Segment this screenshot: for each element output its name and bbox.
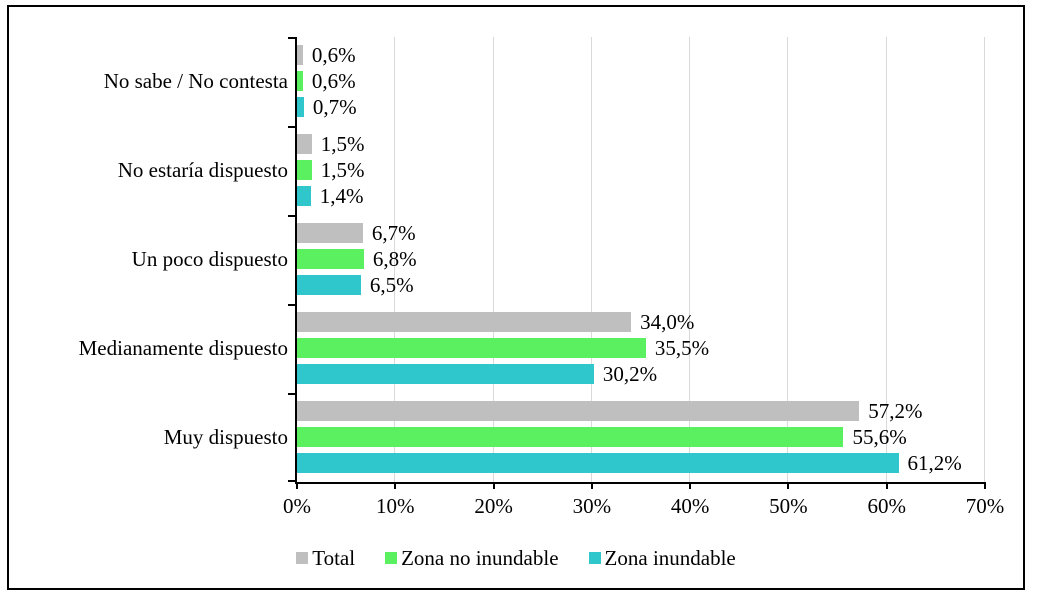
bar-zona-no-inundable: [297, 249, 364, 269]
x-axis-tick-label: 0%: [283, 494, 311, 518]
legend-label: Zona no inundable: [401, 545, 559, 570]
bar-zona-inundable: [297, 97, 304, 117]
gridline: [885, 37, 887, 482]
data-label: 1,4%: [319, 184, 364, 208]
bar-zona-inundable: [297, 364, 594, 384]
x-axis-tick-labels: 0% 10% 20% 30% 40% 50% 60% 70%: [283, 494, 1004, 520]
data-label: 57,2%: [868, 399, 923, 423]
bar-total: [297, 134, 312, 154]
bar-total: [297, 401, 860, 421]
bar-zona-inundable: [297, 186, 311, 206]
data-label: 0,7%: [312, 95, 357, 119]
x-axis-tick-mark: [492, 482, 495, 489]
data-label: 1,5%: [320, 132, 365, 156]
x-axis-tick-label: 60%: [867, 494, 906, 518]
y-axis-tick-mark: [288, 37, 295, 39]
x-axis-tick-mark: [984, 482, 986, 489]
legend-item: Zona no inundable: [385, 545, 559, 571]
bar-group-row: 1,5% 1,5% 1,4%: [297, 126, 985, 215]
data-label: 61,2%: [907, 451, 962, 475]
category-label: No estaría dispuesto: [117, 158, 288, 182]
data-label: 55,6%: [852, 425, 907, 449]
chart-border-frame: No sabe / No contesta No estaría dispuest…: [7, 5, 1025, 590]
category-label: Medianamente dispuesto: [78, 336, 288, 360]
legend-label: Total: [312, 545, 356, 570]
x-axis-tick-mark: [394, 482, 397, 489]
x-axis-tick-mark: [787, 482, 790, 489]
data-label: 30,2%: [602, 362, 658, 386]
bar-zona-no-inundable: [297, 71, 303, 91]
gridline: [689, 37, 691, 482]
bar-zona-inundable: [297, 275, 361, 295]
bar-total: [297, 45, 303, 65]
legend-item: Total: [296, 546, 355, 571]
bar-zona-no-inundable: [297, 338, 646, 358]
data-label: 34,0%: [640, 310, 695, 334]
x-axis-tick-label: 50%: [769, 494, 808, 518]
bar-group-row: 57,2% 55,6% 61,2%: [297, 393, 985, 482]
data-label: 0,6%: [311, 43, 356, 67]
legend-marker-total: [296, 552, 309, 564]
gridline: [590, 37, 592, 482]
legend: Total Zona no inundable Zona inundable: [9, 544, 1023, 572]
bar-total: [297, 223, 363, 243]
category-axis-labels: No sabe / No contesta No estaría dispuest…: [9, 37, 288, 482]
x-axis-tick-label: 20%: [474, 494, 513, 518]
bar-group-row: 34,0% 35,5% 30,2%: [297, 304, 985, 393]
gridline: [492, 37, 494, 482]
gridline: [394, 37, 396, 482]
data-label: 35,5%: [654, 336, 710, 360]
x-axis-tick-label: 70%: [965, 494, 1005, 518]
y-axis-tick-mark: [288, 480, 295, 482]
y-axis-tick-mark: [288, 304, 295, 306]
bar-group-row: 6,7% 6,8% 6,5%: [297, 215, 985, 304]
data-label: 0,6%: [311, 69, 356, 93]
bar-zona-inundable: [297, 453, 899, 473]
bar-group-row: 0,6% 0,6% 0,7%: [297, 37, 985, 126]
x-axis-tick-mark: [590, 482, 593, 489]
bar-zona-no-inundable: [297, 160, 312, 180]
plot-area: 0,6% 0,6% 0,7% 1,5% 1,5% 1,4% 6,7% 6,8% 6,5% 34,0…: [288, 37, 986, 489]
gridline: [984, 37, 985, 482]
bar-zona-no-inundable: [297, 427, 844, 447]
y-axis-tick-mark: [288, 126, 295, 128]
x-axis-tick-label: 30%: [572, 494, 612, 518]
category-label: Un poco dispuesto: [131, 247, 288, 271]
y-axis-tick-mark: [288, 215, 295, 217]
data-label: 1,5%: [320, 158, 365, 182]
category-label: No sabe / No contesta: [103, 69, 288, 93]
bar-total: [297, 312, 632, 332]
category-label: Muy dispuesto: [163, 425, 288, 449]
x-axis-tick-mark: [296, 482, 298, 489]
data-label: 6,7%: [371, 221, 416, 245]
x-axis-tick-mark: [689, 482, 692, 489]
x-axis-tick-mark: [885, 482, 888, 489]
legend-label: Zona inundable: [604, 545, 736, 570]
y-axis-tick-mark: [288, 393, 295, 395]
x-axis-tick-label: 40%: [670, 494, 710, 518]
legend-marker-zona-inundable: [588, 552, 601, 564]
legend-marker-zona-no-inundable: [385, 552, 398, 564]
legend-item: Zona inundable: [588, 545, 736, 571]
gridline: [787, 37, 789, 482]
data-label: 6,5%: [369, 273, 414, 297]
x-axis-tick-label: 10%: [376, 494, 415, 518]
data-label: 6,8%: [372, 247, 417, 271]
